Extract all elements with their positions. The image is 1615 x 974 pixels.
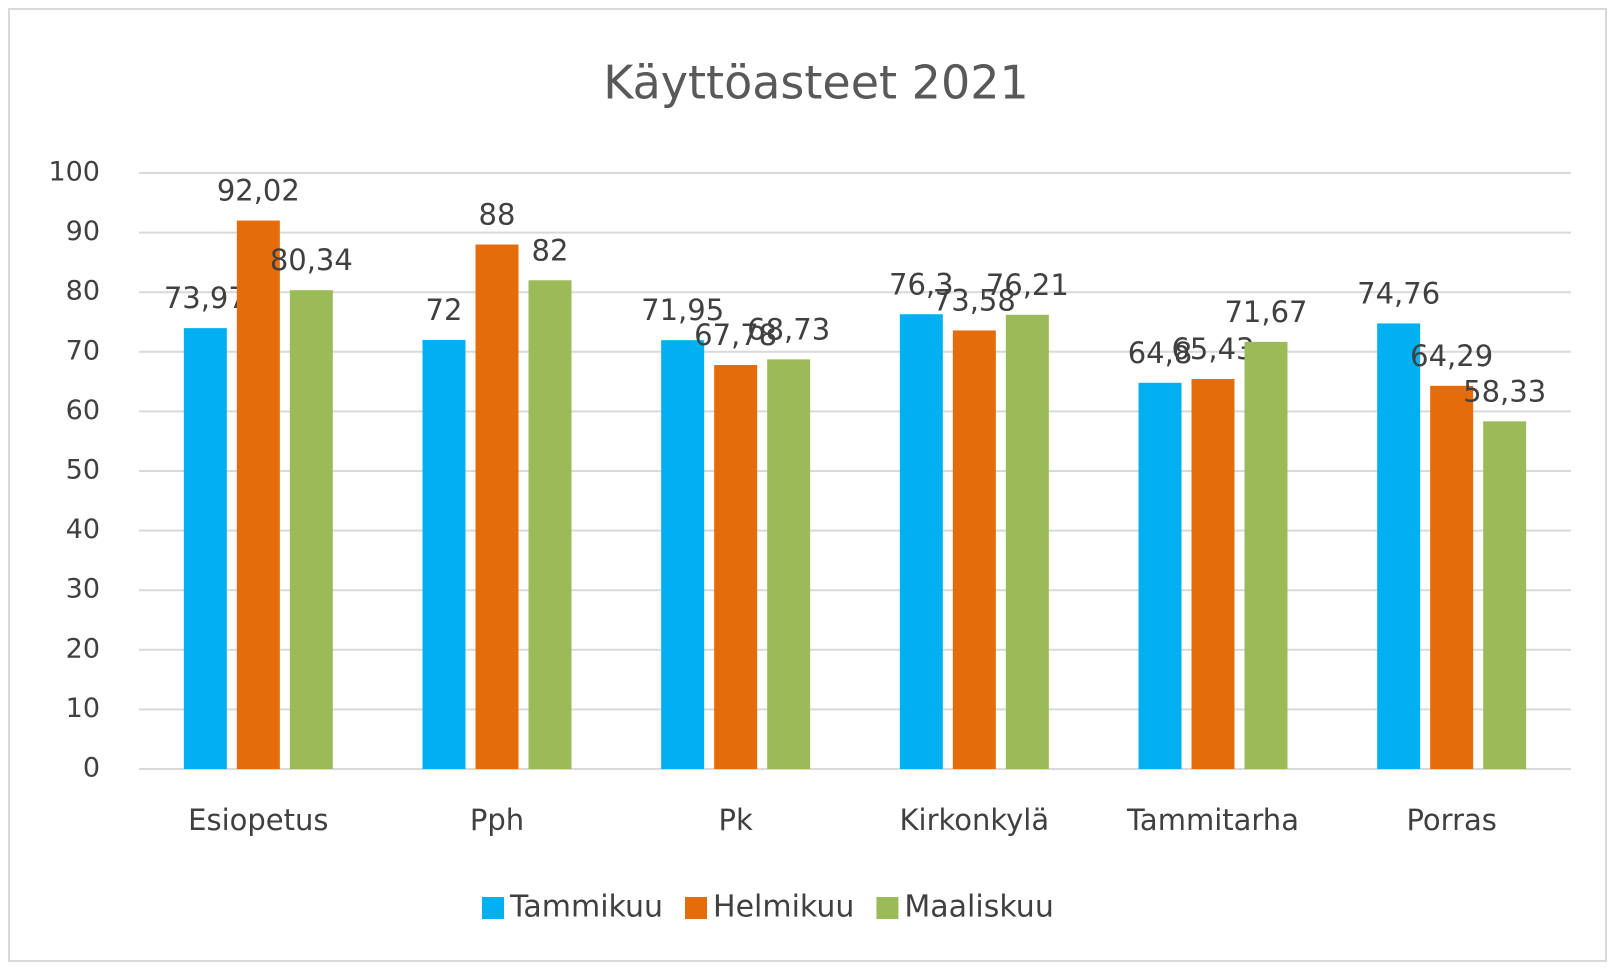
data-label: 88 [479, 198, 516, 232]
bar [1191, 379, 1235, 769]
bar [475, 244, 519, 769]
data-label: 73,58 [933, 283, 1016, 317]
y-tick-label: 40 [66, 514, 100, 545]
data-label: 72 [426, 293, 463, 327]
data-label: 71,67 [1224, 295, 1307, 329]
bar [1430, 385, 1474, 769]
data-label: 71,95 [641, 293, 724, 327]
data-label: 82 [532, 233, 569, 267]
legend-label: Tammikuu [509, 890, 663, 925]
data-label: 68,73 [747, 312, 830, 346]
data-label: 64,8 [1128, 336, 1193, 370]
x-tick-label: Tammitarha [1126, 803, 1299, 837]
x-tick-label: Porras [1406, 803, 1496, 837]
data-label: 67,78 [694, 318, 777, 352]
x-tick-label: Kirkonkylä [900, 803, 1050, 837]
legend-label: Helmikuu [713, 890, 854, 925]
y-tick-label: 10 [66, 693, 100, 724]
legend-swatch [685, 897, 708, 919]
bar [236, 220, 280, 770]
data-label: 73,97 [164, 281, 247, 315]
bar [899, 314, 943, 769]
bar [1244, 341, 1288, 769]
bar [952, 330, 996, 769]
x-tick-label: Esiopetus [188, 803, 328, 837]
bar [1005, 314, 1049, 769]
y-tick-label: 0 [83, 753, 100, 784]
bar [183, 328, 227, 769]
bar [1483, 421, 1527, 769]
data-label: 64,29 [1410, 339, 1493, 373]
data-label: 74,76 [1357, 276, 1440, 310]
legend-swatch [482, 897, 504, 919]
data-label: 92,02 [217, 174, 300, 208]
y-tick-label: 20 [66, 633, 100, 664]
y-tick-label: 70 [66, 335, 100, 366]
data-label: 80,34 [270, 243, 353, 277]
y-tick-label: 50 [66, 455, 100, 486]
bar [661, 340, 705, 769]
y-tick-label: 90 [66, 216, 100, 247]
bar [767, 359, 811, 769]
bar [714, 365, 758, 769]
legend-label: Maaliskuu [904, 890, 1053, 925]
bar [1138, 382, 1182, 769]
y-tick-label: 60 [66, 395, 100, 426]
y-tick-label: 80 [66, 276, 100, 307]
bar [289, 290, 333, 769]
data-label: 58,33 [1463, 374, 1546, 408]
y-tick-label: 100 [48, 157, 100, 188]
data-label: 65,43 [1171, 332, 1254, 366]
x-tick-label: Pph [470, 803, 524, 837]
bar [1377, 323, 1421, 769]
data-label: 76,3 [889, 267, 954, 301]
data-label: 76,21 [986, 268, 1069, 302]
chart-title: Käyttöasteet 2021 [603, 56, 1029, 110]
bar [422, 339, 466, 769]
bar [528, 280, 572, 769]
legend-swatch [876, 897, 899, 919]
y-tick-label: 30 [66, 574, 100, 605]
x-tick-label: Pk [719, 803, 753, 837]
